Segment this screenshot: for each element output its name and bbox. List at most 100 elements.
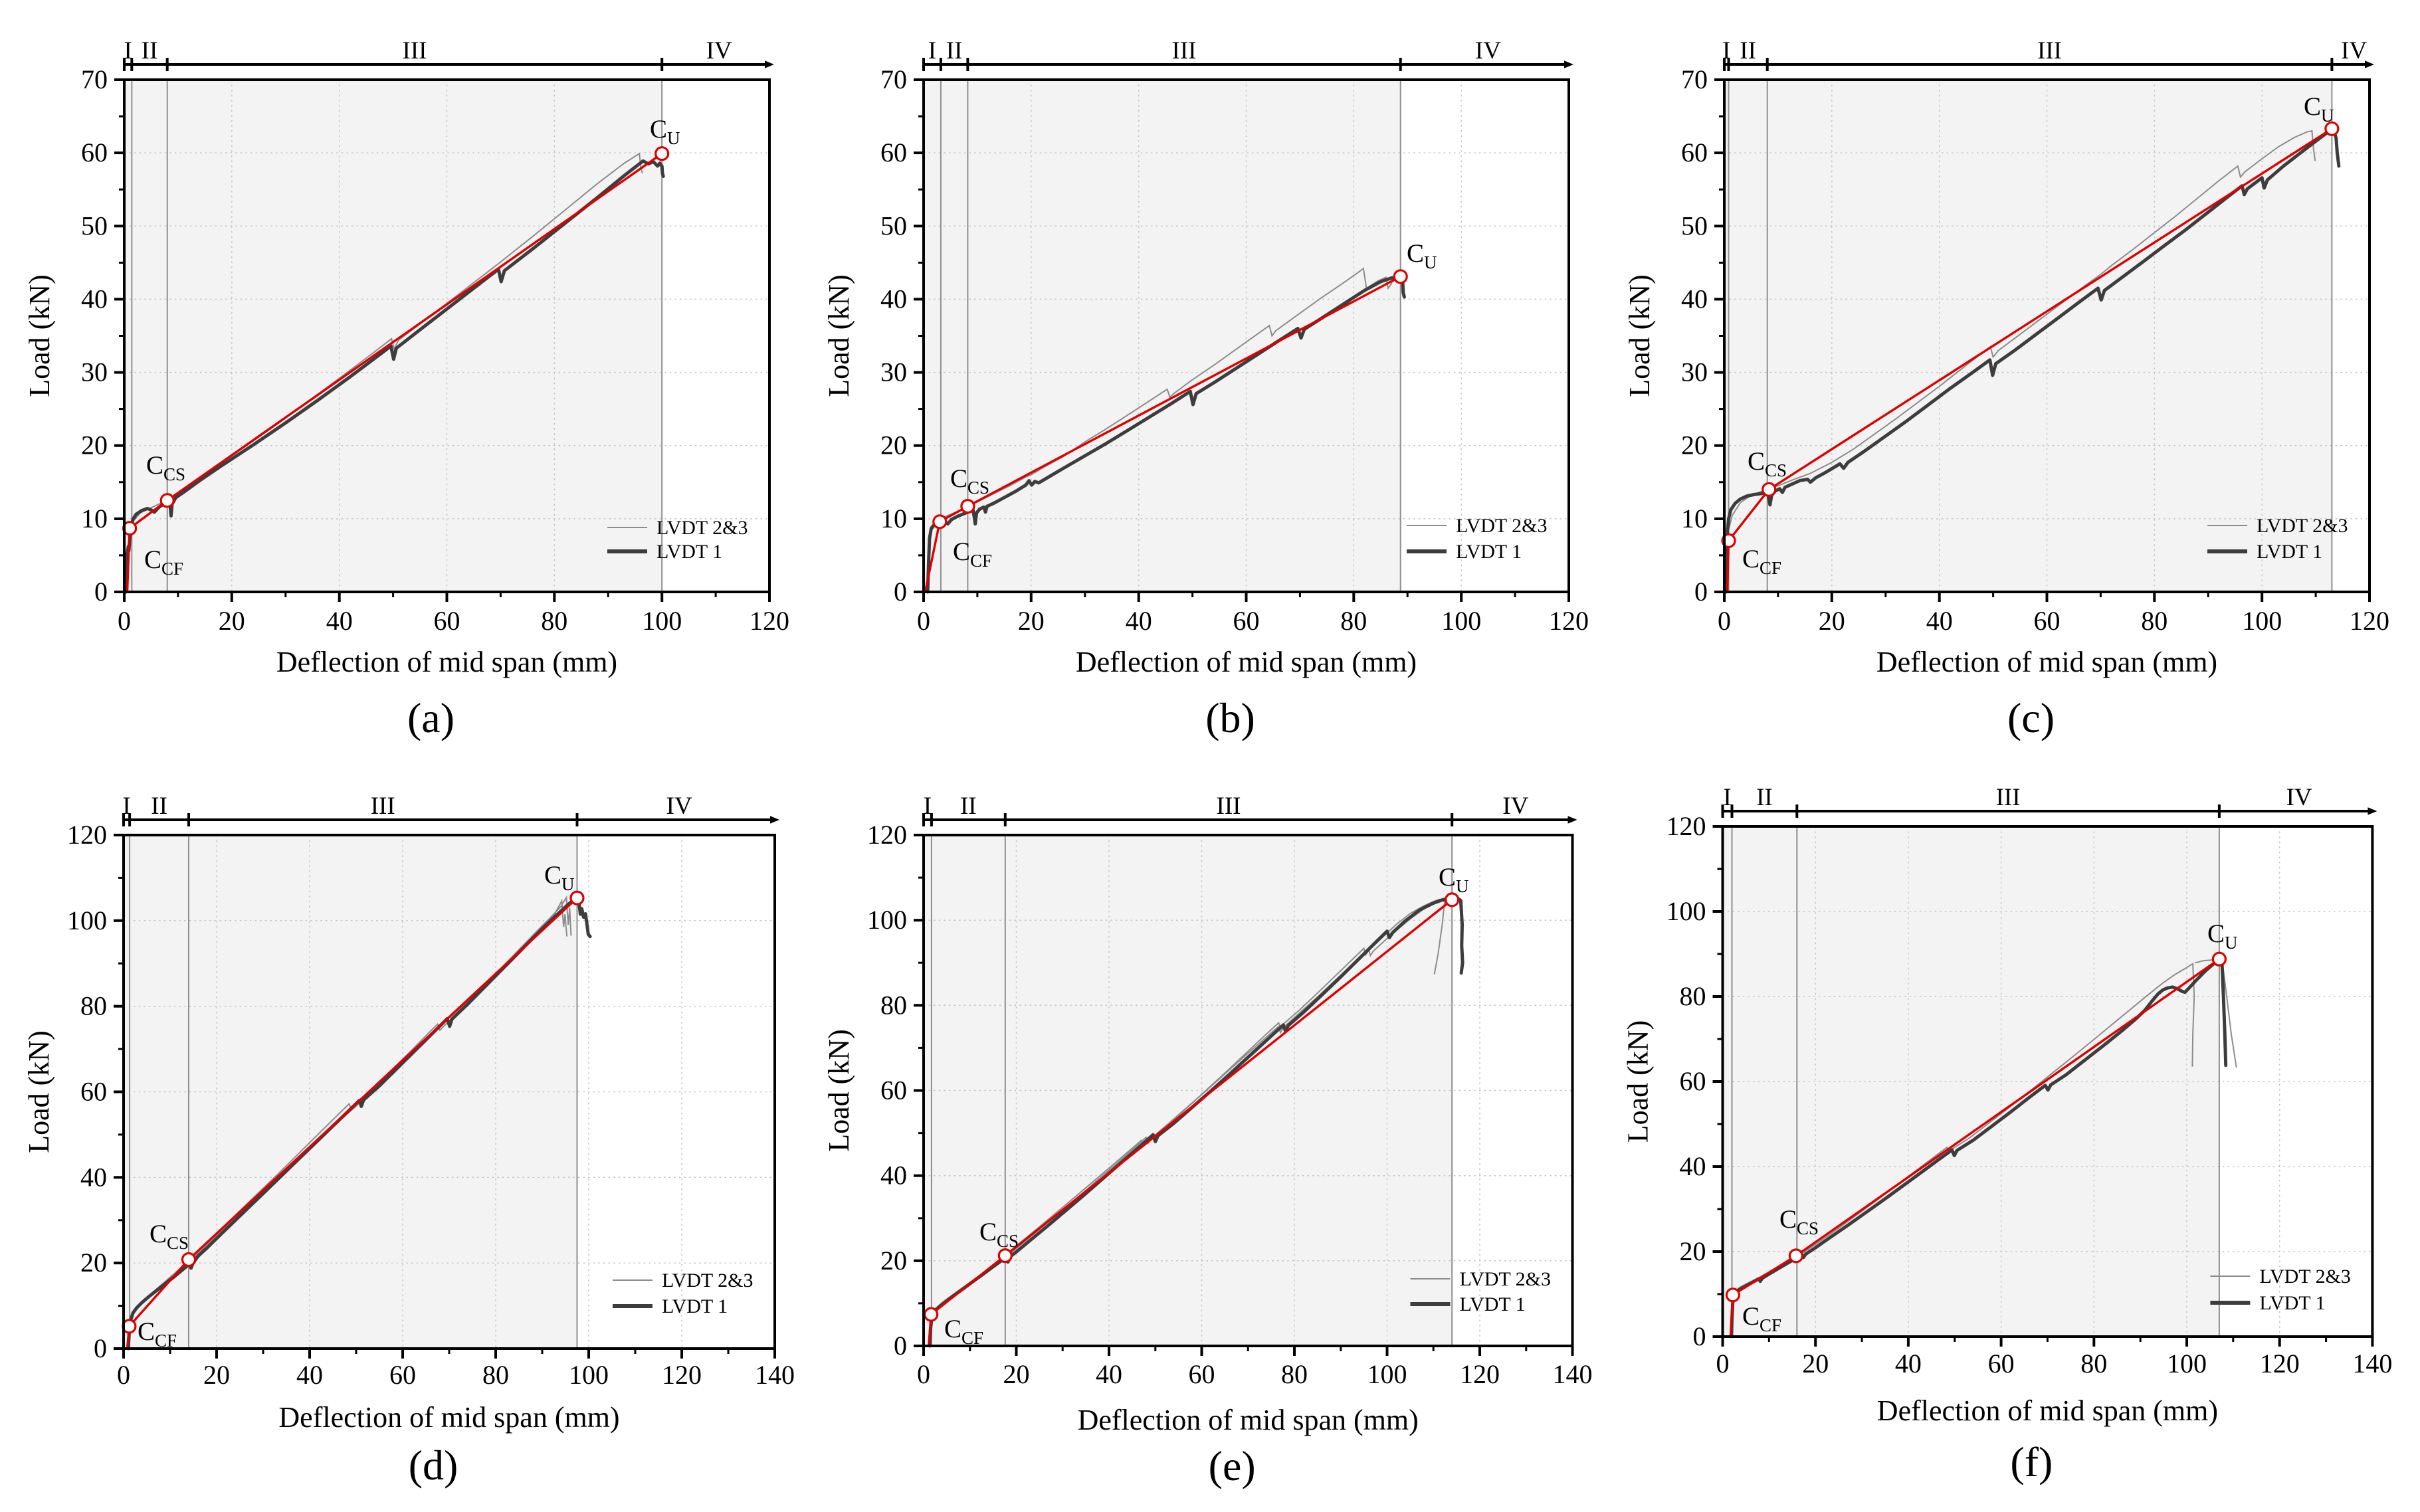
svg-text:20: 20 — [203, 1360, 230, 1390]
svg-text:60: 60 — [1988, 1349, 2015, 1378]
svg-text:40: 40 — [1895, 1349, 1922, 1378]
svg-text:10: 10 — [1681, 504, 1708, 533]
svg-text:60: 60 — [2034, 606, 2061, 636]
svg-text:40: 40 — [1126, 606, 1152, 636]
svg-text:140: 140 — [755, 1360, 795, 1390]
svg-text:CU: CU — [2207, 919, 2238, 953]
svg-text:Load (kN): Load (kN) — [23, 1030, 55, 1153]
svg-text:120: 120 — [2350, 606, 2389, 636]
svg-text:LVDT 1: LVDT 1 — [2257, 541, 2322, 563]
svg-text:LVDT 1: LVDT 1 — [656, 541, 722, 563]
svg-text:120: 120 — [2260, 1349, 2300, 1378]
svg-text:40: 40 — [1096, 1359, 1122, 1389]
svg-text:CU: CU — [1439, 863, 1469, 896]
svg-text:20: 20 — [880, 1246, 907, 1276]
svg-text:0: 0 — [917, 606, 930, 636]
svg-text:80: 80 — [541, 606, 567, 636]
svg-text:IV: IV — [2341, 37, 2367, 64]
svg-text:(b): (b) — [1205, 694, 1255, 741]
svg-text:Deflection of mid span (mm): Deflection of mid span (mm) — [1078, 1404, 1419, 1436]
svg-text:(c): (c) — [2007, 694, 2055, 741]
svg-text:Deflection of mid span (mm): Deflection of mid span (mm) — [1876, 646, 2217, 678]
svg-text:100: 100 — [1367, 1359, 1407, 1389]
svg-text:(e): (e) — [1209, 1442, 1256, 1489]
svg-text:40: 40 — [326, 606, 353, 636]
svg-text:60: 60 — [389, 1360, 416, 1390]
svg-text:LVDT 2&3: LVDT 2&3 — [1456, 515, 1548, 537]
svg-text:80: 80 — [880, 990, 907, 1020]
svg-text:100: 100 — [1441, 606, 1481, 636]
svg-text:20: 20 — [219, 606, 245, 636]
svg-text:70: 70 — [1681, 64, 1708, 94]
svg-text:20: 20 — [1018, 606, 1045, 636]
svg-text:IV: IV — [2286, 784, 2312, 811]
svg-text:20: 20 — [1802, 1349, 1829, 1378]
svg-text:60: 60 — [1681, 138, 1708, 167]
svg-text:100: 100 — [642, 606, 682, 636]
svg-text:40: 40 — [880, 1161, 907, 1190]
svg-text:60: 60 — [880, 1076, 907, 1105]
svg-text:0: 0 — [118, 606, 131, 636]
svg-text:0: 0 — [94, 577, 108, 607]
svg-text:LVDT 2&3: LVDT 2&3 — [2257, 515, 2348, 537]
svg-text:60: 60 — [81, 138, 108, 167]
svg-text:Deflection of mid span (mm): Deflection of mid span (mm) — [278, 1401, 619, 1434]
svg-text:LVDT 1: LVDT 1 — [1456, 541, 1522, 563]
svg-text:III: III — [1172, 37, 1197, 64]
svg-text:20: 20 — [81, 430, 108, 460]
svg-text:100: 100 — [1666, 896, 1706, 926]
svg-text:LVDT 1: LVDT 1 — [2259, 1292, 2325, 1314]
svg-text:Load (kN): Load (kN) — [1622, 1020, 1655, 1143]
svg-text:120: 120 — [67, 820, 107, 850]
svg-text:0: 0 — [917, 1359, 930, 1389]
svg-text:70: 70 — [880, 64, 907, 94]
svg-text:III: III — [1217, 793, 1241, 820]
svg-text:I: I — [924, 793, 932, 820]
svg-text:80: 80 — [1281, 1359, 1308, 1389]
svg-text:0: 0 — [894, 1331, 907, 1361]
svg-text:80: 80 — [2080, 1349, 2107, 1378]
svg-text:CU: CU — [650, 115, 680, 148]
svg-text:0: 0 — [1716, 1349, 1730, 1378]
svg-text:LVDT 1: LVDT 1 — [1460, 1293, 1526, 1315]
svg-text:60: 60 — [434, 606, 460, 636]
svg-text:20: 20 — [1819, 606, 1845, 636]
svg-text:IV: IV — [706, 37, 732, 64]
svg-text:Load (kN): Load (kN) — [1623, 274, 1656, 397]
svg-text:40: 40 — [80, 1162, 107, 1192]
svg-text:20: 20 — [1681, 430, 1708, 460]
svg-text:III: III — [371, 793, 395, 820]
svg-text:I: I — [928, 37, 936, 64]
svg-text:0: 0 — [1693, 1321, 1706, 1351]
svg-text:20: 20 — [1680, 1236, 1706, 1266]
svg-text:80: 80 — [80, 991, 107, 1021]
svg-text:Deflection of mid span (mm): Deflection of mid span (mm) — [1877, 1394, 2218, 1427]
svg-text:II: II — [1740, 37, 1756, 64]
svg-text:30: 30 — [880, 357, 907, 387]
svg-text:60: 60 — [80, 1077, 107, 1107]
svg-text:80: 80 — [1340, 606, 1367, 636]
svg-text:II: II — [1756, 784, 1773, 811]
svg-text:(a): (a) — [407, 694, 454, 741]
svg-text:60: 60 — [880, 138, 907, 167]
svg-text:II: II — [946, 37, 963, 64]
svg-text:70: 70 — [81, 64, 108, 94]
svg-text:30: 30 — [81, 357, 108, 387]
svg-text:120: 120 — [1666, 811, 1706, 841]
svg-text:50: 50 — [1681, 211, 1708, 240]
svg-text:20: 20 — [880, 430, 907, 460]
svg-text:120: 120 — [750, 606, 789, 636]
svg-text:IV: IV — [1475, 37, 1501, 64]
svg-text:60: 60 — [1680, 1066, 1706, 1096]
svg-text:IV: IV — [1502, 793, 1528, 820]
svg-text:100: 100 — [67, 905, 107, 935]
svg-text:140: 140 — [1553, 1359, 1593, 1389]
svg-text:120: 120 — [1549, 606, 1589, 636]
svg-text:IV: IV — [666, 793, 692, 820]
svg-text:II: II — [142, 37, 158, 64]
svg-text:LVDT 2&3: LVDT 2&3 — [1460, 1268, 1552, 1290]
svg-text:Load (kN): Load (kN) — [823, 1029, 855, 1152]
svg-text:I: I — [1722, 37, 1730, 64]
svg-text:20: 20 — [1003, 1359, 1030, 1389]
svg-text:120: 120 — [662, 1360, 702, 1390]
